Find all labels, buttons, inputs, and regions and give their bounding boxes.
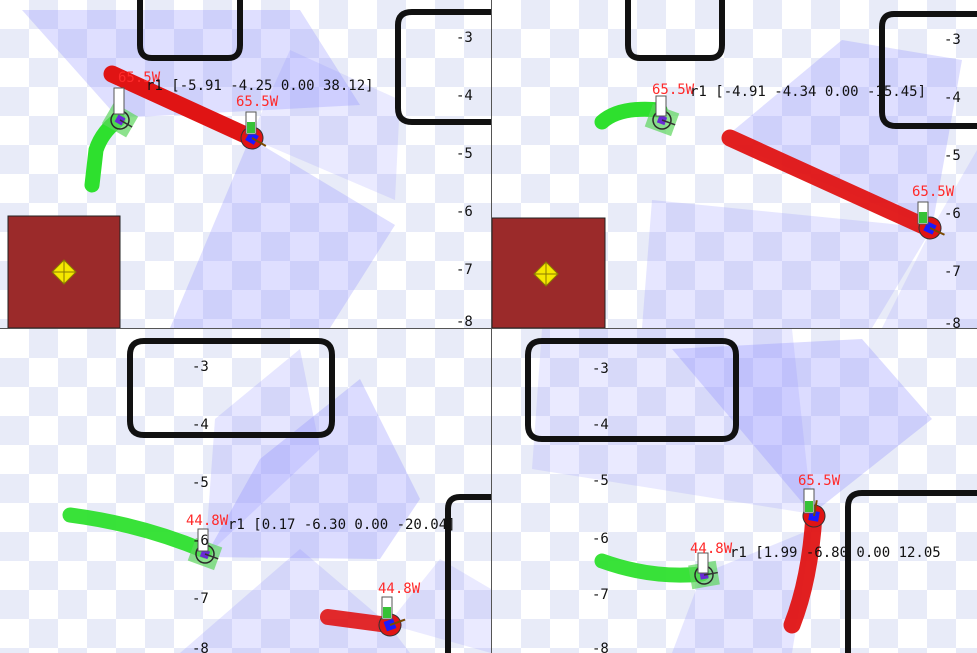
green-trail [62,507,213,559]
battery-gauge [655,95,667,117]
y-tick-label: -7 [592,587,609,603]
y-tick-label: -5 [456,146,473,162]
power-label: 65.5W [912,184,955,200]
y-tick-label: -5 [944,148,961,164]
sim-panel-top-left[interactable]: 65.5W r1 [-5.91 -4.25 0.00 38.12] 65.5W … [0,0,491,328]
y-tick-label: -4 [944,90,961,106]
y-tick-label: -4 [456,88,473,104]
laser-fan [180,349,491,653]
wall-outline [625,0,977,129]
red-trail [320,609,396,633]
y-tick-label: -6 [944,206,961,222]
y-tick-label: -8 [456,314,473,328]
power-label: 65.5W [118,70,161,86]
power-label: 44.8W [690,541,733,557]
sim-panel-bottom-right[interactable]: 44.8W r1 [1.99 -6.80 0.00 12.05 65.5W -3… [492,329,977,653]
y-tick-label: -4 [192,417,209,433]
sim-panel-top-right[interactable]: 65.5W r1 [-4.91 -4.34 0.00 -15.45] 65.5W… [492,0,977,328]
y-tick-label: -7 [944,264,961,280]
y-tick-label: -5 [592,473,609,489]
power-label: 44.8W [186,513,229,529]
y-tick-label: -3 [592,361,609,377]
power-label: 44.8W [378,581,421,597]
pose-readout: r1 [-4.91 -4.34 0.00 -15.45] [690,84,926,100]
y-tick-label: -3 [192,359,209,375]
wall-outline [127,338,491,653]
y-tick-label: -6 [192,533,209,549]
pose-readout: r1 [0.17 -6.30 0.00 -20.04] [228,517,456,533]
y-tick-label: -5 [192,475,209,491]
red-trail [103,65,261,147]
red-trail [783,506,823,634]
panel-divider-horizontal [0,328,977,329]
red-trail [721,129,937,237]
goal-diamond-icon [533,261,559,287]
sim-panel-bottom-left[interactable]: 44.8W r1 [0.17 -6.30 0.00 -20.04] 44.8W … [0,329,491,653]
robot-green [101,102,139,138]
wall-outline [525,338,977,653]
y-tick-label: -8 [944,316,961,328]
pose-readout: r1 [1.99 -6.80 0.00 12.05 [730,545,941,561]
power-label: 65.5W [652,82,695,98]
y-tick-label: -3 [944,32,961,48]
y-tick-label: -3 [456,30,473,46]
laser-fan [22,10,400,328]
wall-outline [137,0,491,125]
y-tick-label: -6 [592,531,609,547]
power-label: 65.5W [236,94,279,110]
battery-gauge [197,528,209,552]
pose-readout: r1 [-5.91 -4.25 0.00 38.12] [146,78,374,94]
y-tick-label: -8 [592,641,609,653]
goal-diamond-icon [51,259,77,285]
y-tick-label: -8 [192,641,209,653]
robot-red [240,126,267,150]
y-tick-label: -6 [456,204,473,220]
y-tick-label: -7 [456,262,473,278]
y-tick-label: -4 [592,417,609,433]
green-trail [594,553,710,583]
battery-gauge [113,87,125,115]
panel-divider-vertical [491,0,492,653]
robot-red [918,216,945,240]
robot-red [378,613,406,637]
power-label: 65.5W [798,473,841,489]
battery-gauge [697,552,709,574]
y-tick-label: -7 [192,591,209,607]
